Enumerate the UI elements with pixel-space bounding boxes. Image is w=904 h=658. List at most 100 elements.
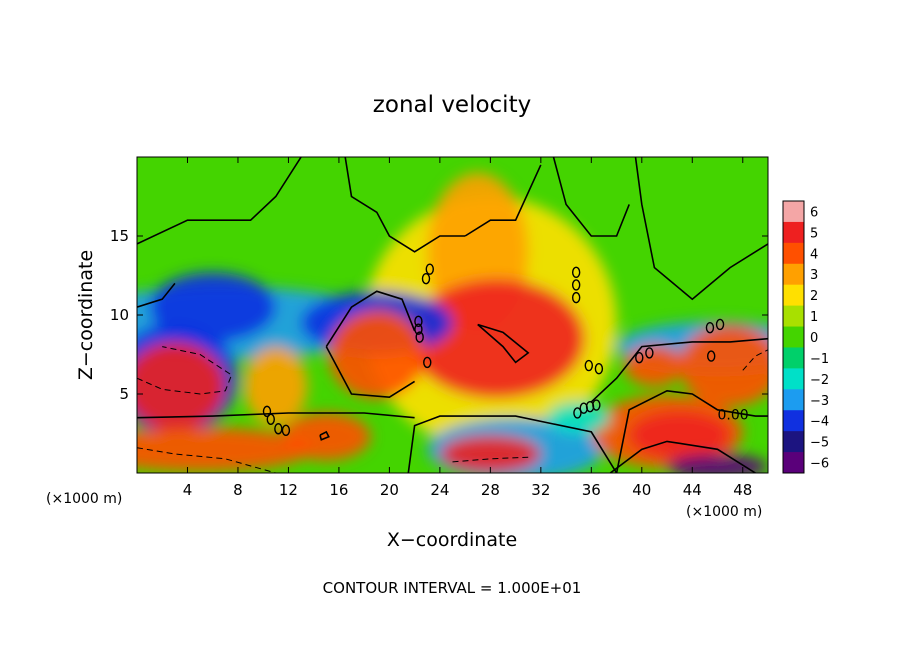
- x-tick-label-20: 20: [380, 481, 399, 499]
- x-tick-label-28: 28: [481, 481, 500, 499]
- x-tick-label-36: 36: [582, 481, 601, 499]
- x-unit-left: (×1000 m): [46, 491, 122, 507]
- small-contour-5: [414, 323, 423, 335]
- small-contour-22: [584, 359, 593, 372]
- contour-line-2: [464, 164, 542, 237]
- contour-line-1: [344, 157, 466, 253]
- colorbar-swatch-12: [783, 452, 804, 474]
- field-region-15: [137, 427, 314, 472]
- small-contour-23: [594, 363, 604, 375]
- colorbar-swatch-9: [783, 389, 804, 411]
- contour-line-17: [452, 456, 529, 463]
- colorbar-swatch-6: [783, 326, 804, 348]
- small-contour-19: [715, 318, 725, 331]
- small-contour-12: [571, 279, 581, 291]
- contour-line-15: [137, 346, 233, 395]
- small-contour-20: [707, 350, 716, 362]
- colorbar-tick-label-8: −2: [810, 373, 829, 388]
- colorbar-swatch-0: [783, 201, 804, 223]
- colorbar-swatch-1: [783, 221, 804, 244]
- contour-label: 0.00: [718, 408, 749, 424]
- x-tick-label-48: 48: [733, 481, 752, 499]
- small-contour-10: [592, 399, 601, 411]
- colorbar-swatch-10: [783, 410, 804, 432]
- colorbar-frame: [782, 200, 805, 474]
- colorbar-tick-label-6: 0: [810, 331, 818, 346]
- colorbar-swatch-2: [783, 242, 804, 265]
- contour-line-6: [325, 290, 416, 348]
- field-region-16: [282, 412, 371, 461]
- colorbar-tick-label-1: 5: [810, 226, 818, 241]
- colorbar-tick-label-7: −1: [810, 352, 829, 367]
- field-region-14: [629, 411, 731, 459]
- x-tick-label-32: 32: [531, 481, 550, 499]
- contour-line-16: [137, 447, 276, 473]
- small-contour-16: [635, 351, 644, 364]
- y-tick-label-5: 5: [119, 385, 129, 403]
- small-contour-21: [423, 356, 432, 369]
- small-contour-3: [281, 424, 291, 437]
- colorbar-swatch-7: [783, 347, 804, 369]
- small-contour-1: [266, 413, 275, 425]
- contour-interval-note: CONTOUR INTERVAL = 1.000E+01: [323, 579, 582, 597]
- contour-line-11: [609, 440, 756, 473]
- colorbar-swatch-5: [783, 305, 804, 328]
- x-axis-label: X−coordinate: [387, 529, 517, 551]
- small-contour-4: [414, 315, 423, 328]
- x-unit-right: (×1000 m): [686, 504, 762, 520]
- small-contour-18: [705, 321, 715, 334]
- contour-line-14: [319, 430, 330, 441]
- x-axis: 4 8 12 16 20 24 28 32 36 40 44 48: [183, 157, 752, 499]
- chart-title: zonal velocity: [373, 92, 531, 118]
- colorbar-swatch-11: [783, 431, 804, 453]
- field-region-10: [679, 324, 768, 407]
- x-tick-label-16: 16: [329, 481, 348, 499]
- y-tick-label-10: 10: [110, 306, 129, 324]
- field-region-2: [408, 278, 586, 399]
- contour-line-13: [477, 323, 530, 364]
- small-contour-17: [645, 347, 654, 359]
- contour-line-9: [407, 415, 618, 473]
- small-contour-0: [262, 405, 272, 418]
- colorbar-tick-label-12: −6: [810, 457, 829, 472]
- colorbar-tick-label-4: 2: [810, 289, 818, 304]
- x-tick-label-8: 8: [233, 481, 243, 499]
- small-contour-14: [421, 272, 431, 285]
- small-contour-2: [274, 423, 283, 435]
- contour-line-10: [615, 389, 768, 473]
- colorbar-tick-label-0: 6: [810, 205, 818, 220]
- colorbar: 6 5 4 3 2 1 0 −1 −2 −3 −4 −5 −6: [782, 200, 829, 474]
- colorbar-tick-label-3: 3: [810, 268, 818, 283]
- small-contour-7: [573, 407, 582, 419]
- x-tick-label-44: 44: [683, 481, 702, 499]
- colorbar-tick-label-10: −4: [810, 415, 829, 430]
- field-region-17: [244, 346, 308, 426]
- y-axis-label: Z−coordinate: [75, 250, 97, 380]
- field-region-18: [439, 435, 541, 473]
- contour-line-4: [634, 157, 768, 301]
- colorbar-tick-label-9: −3: [810, 394, 829, 409]
- x-tick-label-24: 24: [430, 481, 449, 499]
- small-contour-11: [571, 266, 581, 279]
- contour-line-7: [325, 346, 416, 399]
- x-tick-label-4: 4: [183, 481, 193, 499]
- y-tick-label-15: 15: [110, 227, 129, 245]
- small-contour-13: [571, 291, 581, 304]
- plot-area: [137, 157, 768, 473]
- contour-line-0: [137, 157, 302, 245]
- colorbar-swatch-8: [783, 368, 804, 390]
- colorbar-tick-label-11: −5: [810, 436, 829, 451]
- x-tick-label-12: 12: [279, 481, 298, 499]
- colorbar-tick-label-2: 4: [810, 247, 818, 262]
- colorbar-swatch-4: [783, 284, 804, 307]
- field-region-9: [328, 310, 425, 399]
- contour-line-12: [590, 337, 768, 403]
- field-region-12: [137, 341, 226, 431]
- small-contour-6: [415, 331, 424, 343]
- colorbar-swatch-3: [783, 263, 804, 286]
- field-region-11: [624, 345, 685, 387]
- field-region-19: [667, 454, 768, 473]
- x-tick-label-40: 40: [632, 481, 651, 499]
